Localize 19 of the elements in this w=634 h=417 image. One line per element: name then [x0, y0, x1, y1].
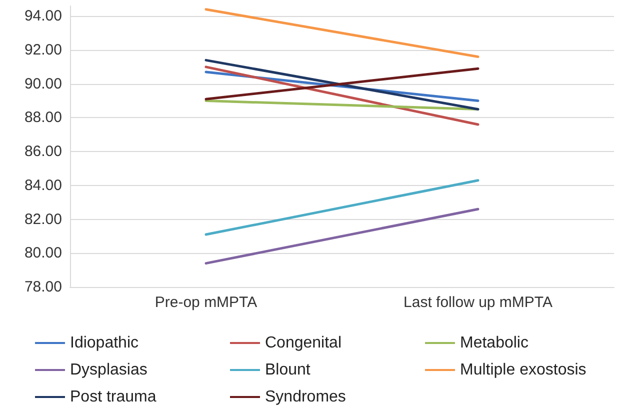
x-tick-label: Pre-op mMPTA: [154, 294, 258, 311]
y-tick-label: 84.00: [24, 176, 62, 194]
legend-label: Idiopathic: [70, 334, 138, 352]
y-tick-label: 88.00: [24, 109, 62, 126]
legend-label: Dysplasias: [70, 362, 148, 378]
legend-label: Congenital: [265, 334, 342, 352]
y-tick-label: 86.00: [24, 143, 62, 160]
y-tick-label: 80.00: [24, 244, 62, 262]
legend-label: Multiple exostosis: [460, 362, 586, 378]
x-tick-label: Last follow up mMPTA: [404, 294, 552, 311]
y-tick-label: 92.00: [24, 42, 62, 59]
y-tick-label: 90.00: [24, 75, 62, 92]
y-tick-label: 78.00: [24, 278, 62, 296]
y-tick-label: 82.00: [24, 210, 62, 228]
legend-label: Blount: [265, 362, 311, 378]
legend-label: Syndromes: [265, 388, 346, 406]
legend-label: Metabolic: [460, 334, 528, 352]
legend-label: Post trauma: [70, 388, 156, 406]
y-tick-label: 94.00: [24, 8, 62, 25]
